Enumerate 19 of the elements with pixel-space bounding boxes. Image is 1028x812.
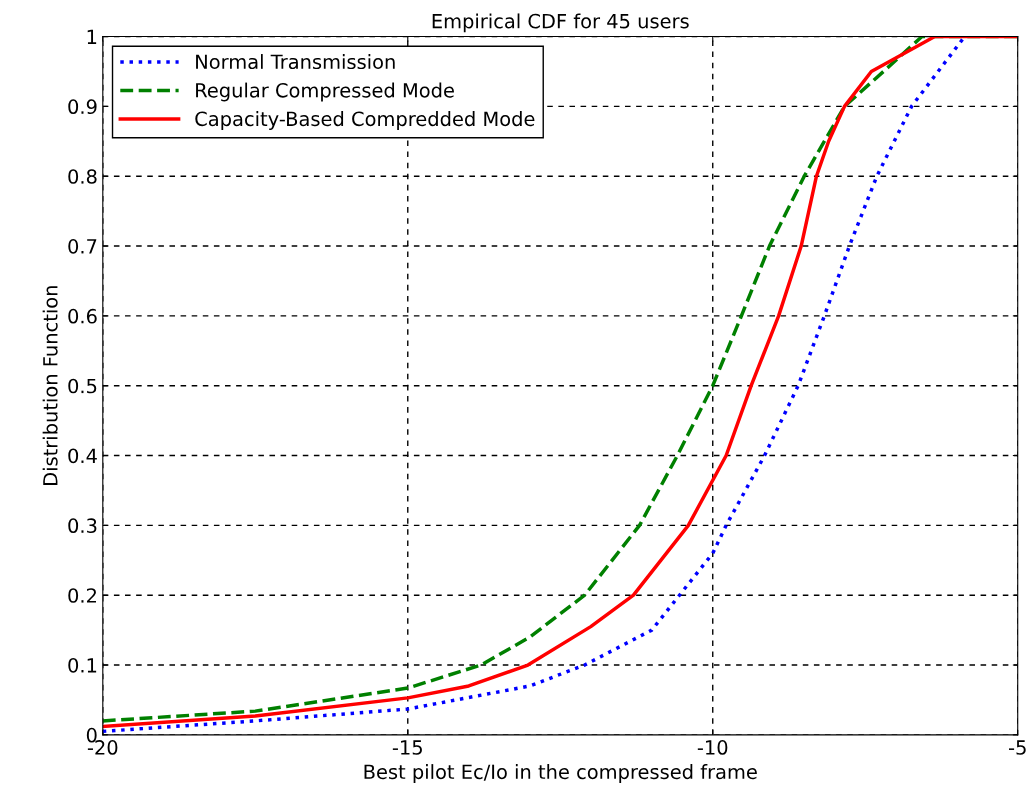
y-tick-label: 0.7 <box>68 238 97 254</box>
y-axis-title: Distribution Function <box>42 286 58 485</box>
y-tick-label: 0.6 <box>68 308 97 324</box>
legend-label: Normal Transmission <box>196 54 395 70</box>
y-tick-label: 1 <box>87 29 97 44</box>
y-tick-label: 0.9 <box>68 99 97 115</box>
y-tick-label: 0.3 <box>68 518 97 534</box>
x-axis-title: Best pilot Ec/Io in the compressed frame <box>364 764 757 783</box>
y-tick-label: 0.8 <box>68 169 97 184</box>
legend-label: Capacity-Based Compredded Mode <box>195 111 535 130</box>
legend-label: Regular Compressed Mode <box>196 82 454 102</box>
x-tick-label: -10 <box>697 740 728 755</box>
y-tick-label: 0.5 <box>68 378 97 394</box>
y-tick-label: 0.2 <box>68 588 96 603</box>
y-tick-label: 0.4 <box>68 448 97 464</box>
x-tick-label: -15 <box>392 740 422 755</box>
y-tick-label: 0.1 <box>68 657 97 673</box>
chart-title: Empirical CDF for 45 users <box>432 13 689 33</box>
x-tick-label: -5 <box>1008 740 1026 755</box>
